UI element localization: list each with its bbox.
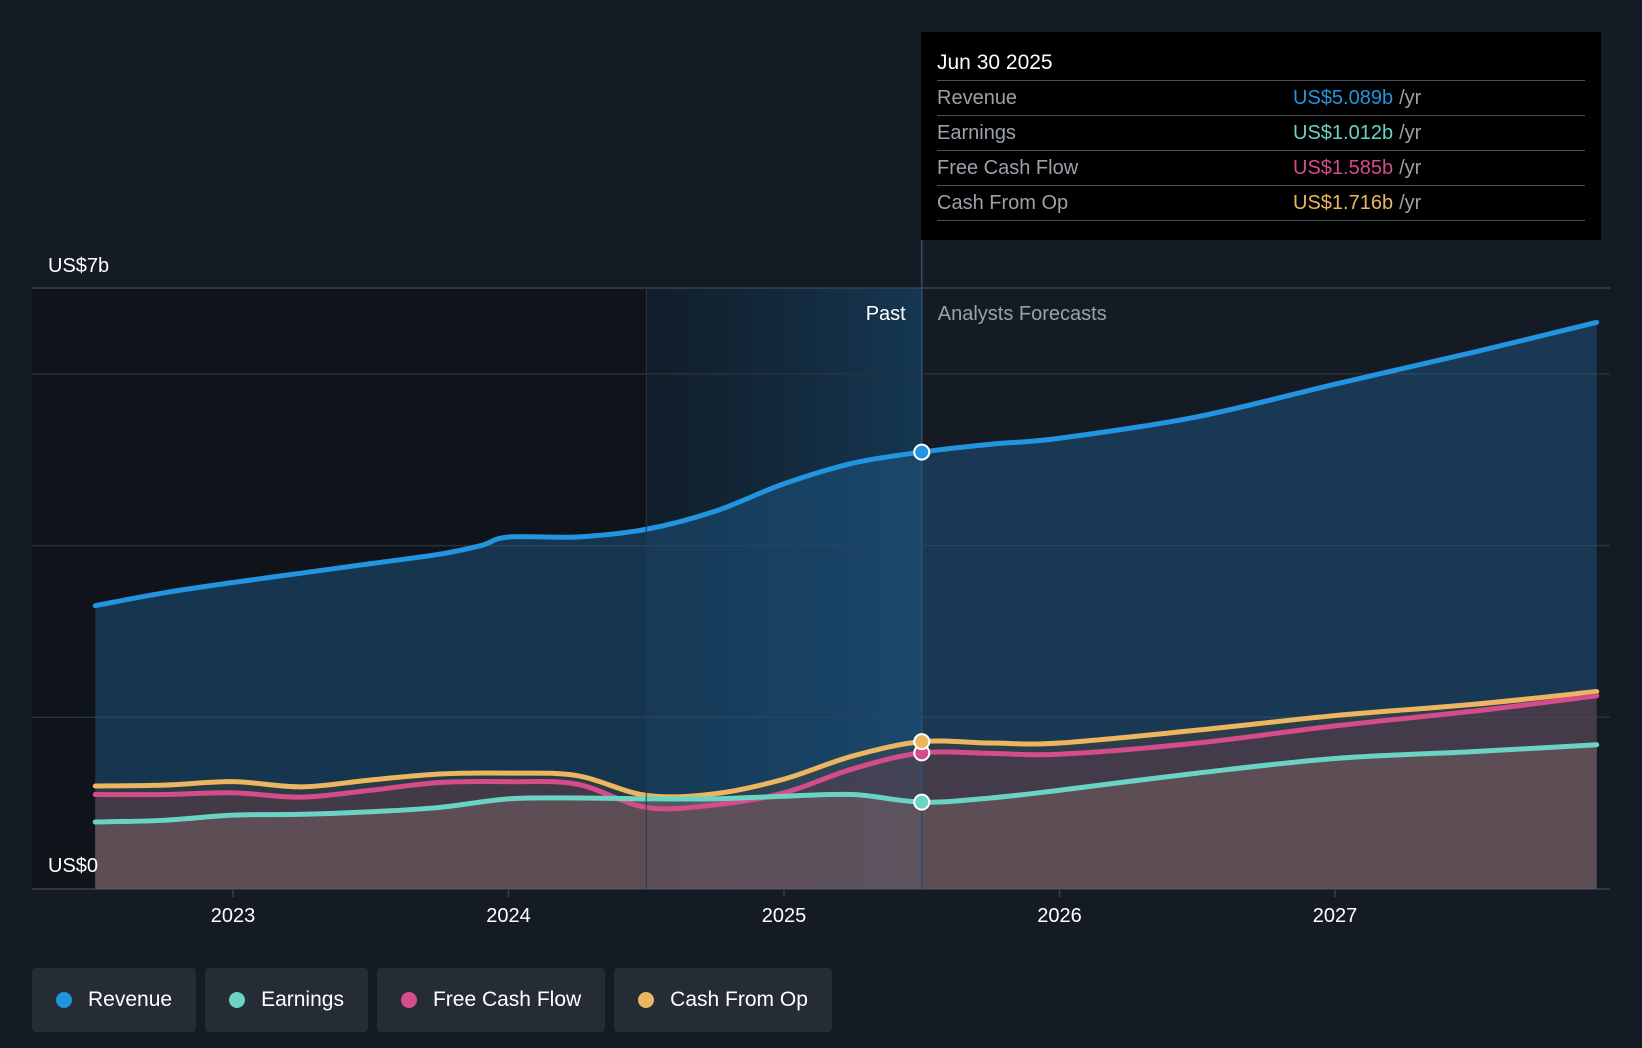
x-tick-label: 2025 [762,905,807,927]
past-label: Past [866,303,906,325]
legend-label: Earnings [261,988,344,1011]
forecast-label: Analysts Forecasts [938,303,1107,325]
x-tick-label: 2026 [1037,905,1082,927]
tooltip-unit: /yr [1399,87,1422,109]
legend-item-revenue[interactable]: Revenue [32,968,197,1032]
area-earnings [95,744,1597,889]
legend-dot-icon [56,992,72,1008]
legend-dot-icon [229,992,246,1008]
area-revenue [95,322,1597,889]
tooltip-label: Revenue [937,87,1018,109]
tooltip-row-free-cash-flow: Free Cash Flow US$1.585b/yr [937,151,1585,186]
tooltip-date: Jun 30 2025 [937,48,1585,81]
tooltip-unit: /yr [1399,122,1422,144]
legend-label: Revenue [88,988,173,1011]
y-axis-top-label: US$7b [48,255,109,277]
x-tick-label: 2027 [1313,905,1358,927]
tooltip-row-revenue: Revenue US$5.089b/yr [937,81,1585,116]
tooltip-label: Cash From Op [937,192,1069,214]
marker-earnings [913,793,931,811]
tooltip-label: Free Cash Flow [937,157,1079,179]
legend-label: Free Cash Flow [432,988,582,1011]
x-tick-label: 2024 [486,905,531,927]
tooltip-row-cash-from-op: Cash From Op US$1.716b/yr [937,186,1585,221]
marker-revenue [913,443,931,461]
x-tick-label: 2023 [211,905,256,927]
legend-item-free-cash-flow[interactable]: Free Cash Flow [376,968,606,1032]
tooltip-unit: /yr [1399,157,1422,179]
line-cash-from-op [92,689,1600,800]
tooltip-value: US$1.716b [1293,192,1394,214]
legend-dot-icon [638,992,655,1008]
marker-cash-from-op [913,733,931,751]
legend-dot-icon [400,992,417,1008]
tooltip-value: US$5.089b [1293,87,1394,109]
tooltip: Jun 30 2025 Revenue US$5.089b/yr Earning… [921,32,1601,240]
past-shade-region [646,288,922,889]
tooltip-value: US$1.585b [1293,157,1394,179]
tooltip-unit: /yr [1399,192,1422,214]
legend-label: Cash From Op [670,988,808,1011]
legend-item-cash-from-op[interactable]: Cash From Op [614,968,832,1032]
legend-item-earnings[interactable]: Earnings [205,968,368,1032]
tooltip-row-earnings: Earnings US$1.012b/yr [937,116,1585,151]
tooltip-value: US$1.012b [1293,122,1394,144]
y-axis-bottom-label: US$0 [48,855,98,877]
line-earnings [92,742,1600,825]
tooltip-label: Earnings [937,122,1016,144]
chart: US$7b US$0 Past Analysts Forecasts 2023 2… [32,240,1610,927]
legend: Revenue Earnings Free Cash Flow Cash Fro… [32,968,832,1032]
line-revenue [92,319,1600,609]
